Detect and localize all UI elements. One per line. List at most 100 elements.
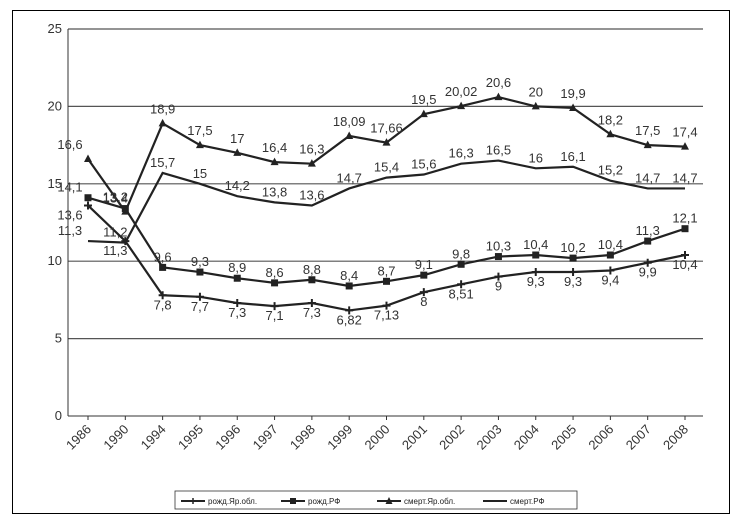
- data-label: 13,6: [57, 207, 82, 222]
- data-point: [531, 101, 540, 110]
- data-label: 15,7: [150, 155, 175, 170]
- data-label: 10,3: [486, 239, 511, 254]
- data-label: 16,6: [57, 137, 82, 152]
- data-label: 18,09: [333, 114, 366, 129]
- data-point: [270, 157, 279, 166]
- data-point: [271, 279, 279, 287]
- y-tick-label: 15: [48, 176, 62, 191]
- data-label: 16,3: [448, 146, 473, 161]
- data-label: 9,3: [527, 274, 545, 289]
- data-label: 17,66: [370, 121, 403, 136]
- data-label: 19,5: [411, 92, 436, 107]
- legend-box: [174, 490, 578, 510]
- data-label: 14,7: [337, 170, 362, 185]
- data-label: 17,4: [672, 125, 697, 140]
- data-label: 11,3: [636, 223, 660, 238]
- data-point: [195, 292, 204, 301]
- data-point: [233, 274, 241, 282]
- data-point: [532, 251, 540, 259]
- data-label: 8: [420, 294, 427, 309]
- data-point: [681, 225, 689, 233]
- data-label: 17,5: [187, 123, 212, 138]
- legend-label: смерт.Яр.обл.: [404, 497, 455, 506]
- data-point: [419, 109, 428, 118]
- data-label: 8,6: [266, 265, 284, 280]
- data-point: [419, 288, 428, 297]
- data-label: 20,02: [445, 84, 478, 99]
- data-point: [345, 131, 354, 139]
- y-tick-label: 0: [55, 408, 62, 423]
- data-point: [681, 251, 689, 260]
- data-label: 9,1: [415, 257, 433, 272]
- data-point: [382, 138, 391, 146]
- x-tick-label: 1995: [175, 422, 206, 453]
- data-label: 15: [193, 166, 207, 181]
- data-point: [233, 148, 242, 156]
- x-tick-label: 1994: [138, 422, 169, 453]
- data-point: [606, 251, 614, 259]
- data-point: [569, 268, 578, 277]
- data-label: 9,8: [452, 246, 470, 261]
- data-label: 11,2: [103, 225, 127, 240]
- data-label: 11,3: [103, 243, 127, 258]
- data-point: [606, 266, 615, 275]
- x-tick-label: 2006: [585, 422, 616, 453]
- data-label: 7,3: [228, 305, 246, 320]
- data-label: 16: [529, 150, 543, 165]
- x-tick-label: 2008: [660, 422, 691, 453]
- data-point: [494, 272, 503, 281]
- data-label: 15,4: [374, 160, 399, 175]
- data-point: [420, 271, 428, 279]
- data-label: 16,5: [486, 143, 511, 158]
- legend-marker: [290, 498, 296, 504]
- legend-label: рожд.Яр.обл.: [208, 497, 257, 506]
- x-tick-label: 2001: [399, 422, 430, 453]
- series-line: [87, 204, 686, 312]
- data-label: 8,7: [377, 263, 395, 278]
- data-label: 7,13: [374, 308, 399, 323]
- data-label: 9: [495, 279, 502, 294]
- x-tick-label: 1998: [287, 422, 318, 453]
- data-label: 14,7: [672, 170, 697, 185]
- data-label: 7,7: [191, 299, 209, 314]
- data-point: [494, 253, 502, 261]
- data-label: 7,3: [303, 305, 321, 320]
- data-point: [383, 277, 390, 285]
- data-label: 14,7: [635, 170, 660, 185]
- data-label: 16,4: [262, 140, 287, 155]
- data-point: [457, 280, 466, 289]
- data-label: 15,6: [411, 157, 436, 172]
- data-point: [84, 154, 92, 163]
- x-tick-label: 1999: [324, 422, 355, 453]
- data-point: [158, 118, 167, 127]
- x-tick-label: 1996: [212, 422, 243, 453]
- data-label: 14,1: [57, 180, 82, 195]
- data-label: 10,4: [523, 237, 548, 252]
- data-label: 12,1: [672, 211, 697, 226]
- data-label: 18,2: [598, 112, 623, 127]
- data-label: 8,51: [448, 286, 473, 301]
- data-label: 8,9: [228, 260, 246, 275]
- data-label: 20,6: [486, 75, 511, 90]
- data-point: [457, 101, 466, 110]
- data-label: 17: [230, 131, 244, 146]
- data-label: 6,82: [337, 312, 362, 327]
- data-label: 11,3: [58, 223, 82, 238]
- legend-label: рожд.РФ: [308, 497, 340, 506]
- data-label: 8,4: [340, 268, 358, 283]
- x-tick-label: 2003: [474, 422, 505, 453]
- series-line: [87, 95, 686, 214]
- series-line: [87, 159, 685, 244]
- data-label: 20: [529, 84, 543, 99]
- data-point: [644, 237, 652, 245]
- data-label: 8,8: [303, 262, 321, 277]
- data-point: [382, 301, 391, 310]
- data-label: 17,5: [635, 123, 660, 138]
- data-point: [307, 298, 316, 307]
- data-label: 9,9: [639, 265, 657, 280]
- data-point: [307, 159, 316, 167]
- data-label: 7,8: [154, 297, 172, 312]
- data-label: 9,3: [564, 274, 582, 289]
- data-point: [345, 282, 353, 290]
